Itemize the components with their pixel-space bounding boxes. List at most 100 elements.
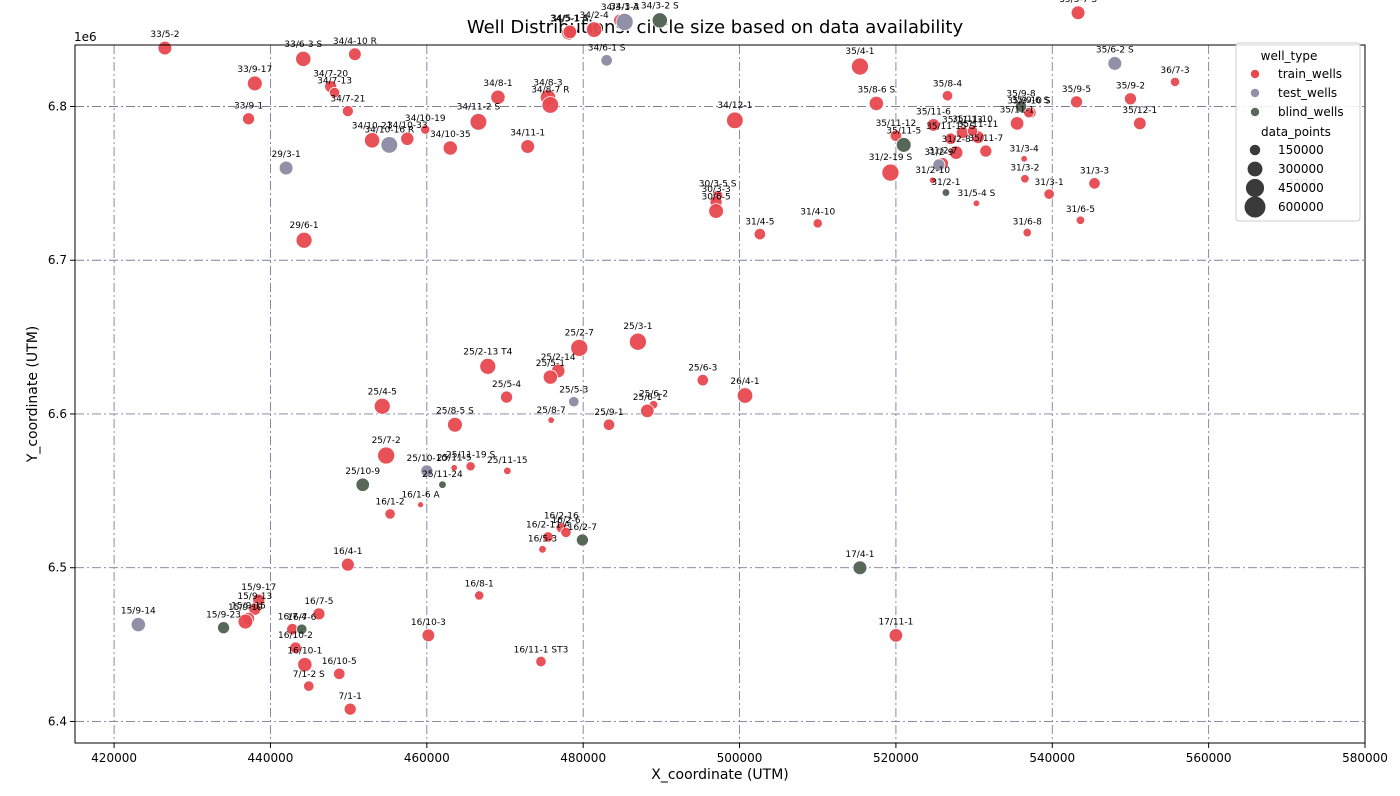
well-point-16-7-5: [312, 607, 326, 621]
well-point-16-2-6: [560, 526, 572, 539]
well-point-31-3-2: [1020, 174, 1030, 184]
well-point-17-11-1: [888, 628, 904, 643]
chart-title: Well Distributions: circle size based on…: [467, 17, 964, 38]
x-tick-label: 440000: [248, 751, 294, 765]
well-point-35-9-8: [1014, 100, 1028, 113]
well-point-35-3-7-s: [1070, 5, 1086, 21]
well-label-31-2-19-s: 31/2-19 S: [869, 153, 913, 163]
well-point-35-11-12: [889, 129, 903, 142]
well-point-34-10-16-r: [380, 136, 399, 154]
legend-frame: [1235, 42, 1361, 222]
well-label-15-9-13: 15/9-13: [237, 592, 272, 602]
well-point-33-6-3-s: [295, 50, 312, 67]
well-point-35-9-2: [1123, 92, 1137, 106]
well-label-35-11-1: 35/11-1: [1000, 106, 1035, 116]
well-point-25-6-1: [640, 403, 655, 419]
well-label-34-10-35: 34/10-35: [430, 130, 471, 140]
well-point-35-6-2-s: [1107, 56, 1123, 71]
x-tick-label: 420000: [91, 751, 137, 765]
well-point-30-6-5: [708, 203, 724, 219]
well-label-31-2-10: 31/2-10: [915, 166, 950, 176]
well-point-35-8-6-s: [868, 95, 884, 111]
well-point-25-8-5-s: [447, 416, 463, 433]
legend-size-marker: [1247, 161, 1263, 177]
well-label-16-7-4: 16/7-4: [278, 612, 307, 622]
well-label-31-3-4: 31/3-4: [1010, 144, 1039, 154]
well-label-34-3-3: 34/3-3: [610, 2, 639, 12]
well-label-7-1-2-s: 7/1-2 S: [293, 670, 325, 680]
well-point-25-9-1: [602, 418, 616, 431]
well-label-35-9-8: 35/9-8: [1006, 90, 1035, 100]
well-label-35-6-2-s: 35/6-2 S: [1096, 46, 1134, 56]
well-point-31-6-5: [1075, 215, 1086, 225]
well-point-35-11-6: [926, 118, 941, 132]
well-point-25-2-13-t4: [479, 357, 497, 375]
well-point-34-10-33: [400, 131, 415, 146]
well-point-25-11-24: [438, 480, 447, 489]
well-point-34-6-1-s: [600, 54, 613, 67]
well-label-25-10-10: 25/10-10: [406, 454, 447, 464]
well-label-34-11-2-s: 34/11-2 S: [457, 103, 501, 113]
well-label-34-12-1: 34/12-1: [717, 101, 752, 111]
well-label-16-10-2: 16/10-2: [278, 631, 313, 641]
legend-marker-blind-wells: [1250, 107, 1260, 117]
well-label-34-8-1: 34/8-1: [483, 79, 512, 89]
well-label-34-4-10-r: 34/4-10 R: [333, 37, 377, 47]
well-label-15-9-15: 15/9-15: [231, 601, 266, 611]
legend-size-title: data_points: [1261, 125, 1331, 139]
well-label-16-2-7: 16/2-7: [568, 523, 597, 533]
well-label-29-6-1: 29/6-1: [289, 221, 318, 231]
well-label-16-10-1: 16/10-1: [287, 646, 322, 656]
well-label-25-6-3: 25/6-3: [688, 363, 717, 373]
well-point-16-1-2: [384, 508, 396, 520]
well-label-34-11-1: 34/11-1: [510, 129, 545, 139]
well-label-31-2-1: 31/2-1: [931, 178, 960, 188]
y-tick-label: 6.7: [48, 253, 67, 267]
x-tick-label: 480000: [560, 751, 606, 765]
well-label-31-6-5: 31/6-5: [1066, 205, 1095, 215]
well-point-16-5-3: [538, 545, 547, 554]
well-point-35-8-4: [941, 90, 954, 102]
well-point-16-8-1: [474, 590, 485, 601]
well-label-16-11-1-st3: 16/11-1 ST3: [514, 645, 569, 655]
well-label-35-8-4: 35/8-4: [933, 79, 962, 89]
well-point-7-1-2-s: [303, 680, 315, 692]
well-label-31-4-5: 31/4-5: [745, 217, 774, 227]
well-label-16-10-3: 16/10-3: [411, 618, 446, 628]
scatter-points: [130, 5, 1305, 716]
well-label-16-2-16: 16/2-16: [544, 512, 579, 522]
well-label-25-6-1: 25/6-1: [633, 393, 662, 403]
x-tick-label: 460000: [404, 751, 450, 765]
well-point-35-11-7: [979, 144, 993, 158]
well-point-34-7-13: [328, 87, 341, 99]
well-label-33-5-2: 33/5-2: [150, 30, 179, 40]
legend-marker-test-wells: [1250, 88, 1260, 98]
well-label-16-4-1: 16/4-1: [333, 547, 362, 557]
well-label-25-11-5: 25/11-5: [437, 453, 472, 463]
x-tick-label: 540000: [1029, 751, 1075, 765]
well-label-25-8-7: 25/8-7: [537, 406, 566, 416]
well-point-31-2-8: [948, 145, 964, 160]
legend-size-label: 300000: [1278, 162, 1324, 176]
well-label-15-9-23: 15/9-23: [206, 611, 241, 621]
well-label-29-3-1: 29/3-1: [271, 150, 300, 160]
well-point-25-5-4: [500, 390, 514, 404]
well-point-16-10-1: [297, 657, 313, 673]
well-label-15-9-17: 15/9-17: [241, 583, 276, 593]
well-label-34-3-1-a: 34/3-1 A: [601, 3, 640, 13]
well-label-25-4-5: 25/4-5: [368, 387, 397, 397]
well-label-25-11-19-s: 25/11-19 S: [446, 451, 495, 461]
well-point-34-10-19: [420, 124, 431, 135]
well-label-35-11-12: 35/11-12: [876, 119, 917, 129]
well-point-16-10-3: [421, 628, 436, 643]
well-point-16-2-7: [575, 533, 589, 547]
well-label-34-7-13: 34/7-13: [317, 76, 352, 86]
well-point-25-8-7: [547, 416, 555, 424]
well-point-17-4-1: [852, 560, 868, 576]
well-label-25-5-3: 25/5-3: [559, 385, 588, 395]
well-point-34-11-2-s: [469, 113, 488, 131]
well-label-34-8-7-r: 34/8-7 R: [531, 86, 569, 96]
well-point-35-11-5: [895, 137, 912, 153]
